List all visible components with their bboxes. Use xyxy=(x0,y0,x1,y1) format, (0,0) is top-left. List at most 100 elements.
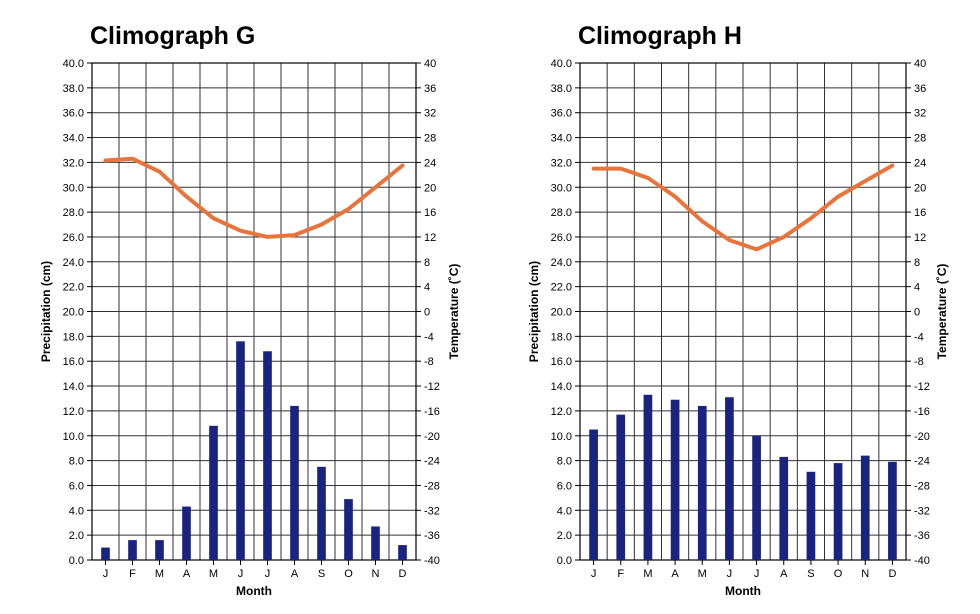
x-axis-label: Month xyxy=(236,584,272,598)
y2-axis-label: Temperature (˚C) xyxy=(447,264,461,360)
y2-tick-label: -16 xyxy=(424,406,440,418)
x-tick-label: J xyxy=(103,568,109,580)
chart-title: Climograph H xyxy=(578,22,742,50)
y-tick-label: 18.0 xyxy=(551,331,572,343)
precipitation-bar xyxy=(182,506,191,560)
precipitation-bar xyxy=(344,499,353,560)
y-tick-label: 14.0 xyxy=(551,381,572,393)
y-tick-label: 38.0 xyxy=(63,83,84,95)
x-tick-label: A xyxy=(291,568,299,580)
y2-tick-label: 40 xyxy=(914,58,926,70)
y2-tick-label: 16 xyxy=(424,207,436,219)
y-tick-label: 28.0 xyxy=(551,207,572,219)
precipitation-bar xyxy=(155,540,164,560)
y2-tick-label: 16 xyxy=(914,207,926,219)
climograph-h: Climograph H0.0 -402.0 -364.0 -326.0 -288.0-… xyxy=(527,22,949,598)
x-tick-label: J xyxy=(238,568,244,580)
x-tick-label: A xyxy=(183,568,191,580)
y-tick-label: 34.0 xyxy=(551,133,572,145)
precipitation-bar xyxy=(290,405,299,560)
y2-tick-label: -28 xyxy=(914,480,930,492)
y-axis-label: Precipitation (cm) xyxy=(527,261,541,362)
y-tick-label: 20.0 xyxy=(63,307,84,319)
y2-tick-label: 4 xyxy=(424,282,430,294)
y-tick-label: 36.0 xyxy=(63,108,84,120)
y2-tick-label: -36 xyxy=(424,530,440,542)
precipitation-bar xyxy=(589,429,598,560)
y-tick-label: 2.0 xyxy=(69,530,84,542)
x-tick-label: N xyxy=(372,568,380,580)
precipitation-bar xyxy=(263,351,272,560)
y-tick-label: 2.0 xyxy=(557,530,572,542)
y-tick-label: 24.0 xyxy=(551,257,572,269)
precipitation-bar xyxy=(643,394,653,560)
y2-tick-label: 32 xyxy=(914,108,926,120)
y2-axis-label: Temperature (˚C) xyxy=(935,264,949,360)
x-tick-label: O xyxy=(834,568,843,580)
y-tick-label: 40.0 xyxy=(63,58,84,70)
y2-tick-label: 0 xyxy=(424,307,430,319)
x-tick-label: A xyxy=(671,568,679,580)
precipitation-bar xyxy=(752,435,761,560)
y2-tick-label: 36 xyxy=(914,83,926,95)
x-tick-label: M xyxy=(155,568,164,580)
x-tick-label: F xyxy=(617,568,624,580)
y-tick-label: 10.0 xyxy=(63,431,84,443)
y2-tick-label: -36 xyxy=(914,530,930,542)
y2-tick-label: 8 xyxy=(914,257,920,269)
x-tick-label: N xyxy=(861,568,869,580)
y2-tick-label: 8 xyxy=(424,257,430,269)
y-tick-label: 24.0 xyxy=(63,257,84,269)
x-tick-label: A xyxy=(780,568,788,580)
x-tick-label: F xyxy=(129,568,136,580)
y2-tick-label: 20 xyxy=(424,182,436,194)
precipitation-bar xyxy=(779,456,789,560)
x-tick-label: M xyxy=(643,568,652,580)
y2-tick-label: -24 xyxy=(424,456,440,468)
y2-tick-label: -4 xyxy=(914,331,924,343)
y-tick-label: 10.0 xyxy=(551,431,572,443)
x-tick-label: M xyxy=(209,568,218,580)
y-tick-label: 22.0 xyxy=(63,282,84,294)
y2-tick-label: -8 xyxy=(914,356,924,368)
y2-tick-label: 20 xyxy=(914,182,926,194)
y-tick-label: 30.0 xyxy=(63,182,84,194)
precipitation-bar xyxy=(371,526,380,560)
precipitation-bar xyxy=(101,547,110,560)
y2-tick-label: -20 xyxy=(424,431,440,443)
y2-tick-label: -4 xyxy=(424,331,434,343)
y-tick-label: 26.0 xyxy=(551,232,572,244)
precipitation-bar xyxy=(833,463,843,560)
precipitation-bar xyxy=(398,545,407,560)
y-tick-label: 28.0 xyxy=(63,207,84,219)
y2-tick-label: -28 xyxy=(424,480,440,492)
climograph-g: Climograph G0.0 -402.0 -364.0 -326.0 -288.0-… xyxy=(39,22,461,598)
y-tick-label: 26.0 xyxy=(63,232,84,244)
precipitation-bar xyxy=(806,471,816,560)
y-tick-label: 6.0 xyxy=(69,480,84,492)
temperature-line xyxy=(591,163,895,252)
x-tick-label: D xyxy=(888,568,896,580)
precipitation-bar xyxy=(888,461,897,560)
y2-tick-label: 24 xyxy=(914,157,926,169)
y-tick-label: 8.0 xyxy=(557,456,572,468)
x-tick-label: J xyxy=(265,568,271,580)
y-tick-label: 20.0 xyxy=(551,307,572,319)
x-tick-label: D xyxy=(399,568,407,580)
y-tick-label: 4.0 xyxy=(557,505,572,517)
precipitation-bar xyxy=(209,425,218,560)
precipitation-bar xyxy=(670,399,680,560)
x-tick-label: M xyxy=(698,568,707,580)
y-tick-label: 40.0 xyxy=(551,58,572,70)
precipitation-bar xyxy=(317,466,326,560)
y2-tick-label: 36 xyxy=(424,83,436,95)
precipitation-bar xyxy=(616,414,626,560)
chart-title: Climograph G xyxy=(90,22,255,50)
x-tick-label: J xyxy=(591,568,597,580)
y2-tick-label: 24 xyxy=(424,157,436,169)
x-axis-label: Month xyxy=(725,584,761,598)
y-tick-label: 16.0 xyxy=(63,356,84,368)
y2-tick-label: -40 xyxy=(914,555,930,567)
y2-tick-label: 28 xyxy=(914,133,926,145)
y2-tick-label: -24 xyxy=(914,456,930,468)
